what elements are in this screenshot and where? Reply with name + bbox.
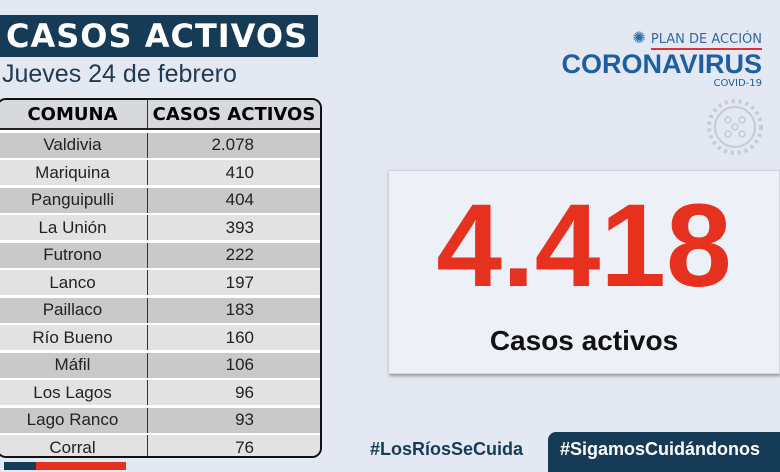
hashtag-losrios: #LosRíosSeCuida	[370, 439, 524, 459]
casos-cell: 393	[225, 217, 254, 237]
casos-cell: 96	[235, 382, 254, 402]
table-row: Corral 76	[0, 435, 320, 457]
table-row: Paillaco 183	[0, 297, 320, 323]
table-row: Valdivia 2.078	[0, 132, 320, 158]
coronavirus-logo: ✺ PLAN DE ACCIÓN CORONAVIRUS COVID-19	[561, 28, 762, 89]
table-row: Futrono 222	[0, 242, 320, 268]
header-casos: CASOS ACTIVOS	[152, 103, 316, 125]
logo-name: CORONAVIRUS	[561, 49, 762, 79]
date-subtitle: Jueves 24 de febrero	[2, 60, 237, 88]
comuna-cell: Corral	[0, 435, 148, 456]
flag-bar	[4, 462, 126, 470]
casos-cell: 93	[235, 410, 254, 429]
comuna-cell: Valdivia	[0, 132, 148, 158]
table-row: Lago Ranco 93	[0, 407, 320, 433]
total-cases-label: Casos activos	[489, 325, 679, 356]
casos-cell: 183	[225, 300, 254, 319]
page-title: CASOS ACTIVOS	[0, 15, 318, 57]
hashtag-sigamos: #SigamosCuidándonos	[548, 432, 780, 472]
casos-cell: 160	[225, 327, 254, 347]
casos-cell: 222	[225, 245, 254, 264]
cases-table: COMUNA CASOS ACTIVOS Valdivia 2.078 Mariqu…	[0, 98, 322, 458]
casos-cell: 2.078	[211, 135, 254, 154]
comuna-cell: Mariquina	[0, 160, 148, 185]
comuna-cell: Los Lagos	[0, 380, 148, 405]
logo-plan: PLAN DE ACCIÓN	[650, 32, 762, 50]
table-row: La Unión 393	[0, 215, 320, 240]
table-row: Panguipulli 404	[0, 187, 320, 213]
comuna-cell: Río Bueno	[0, 325, 148, 350]
virus-icon	[707, 99, 763, 155]
casos-cell: 410	[225, 162, 254, 182]
comuna-cell: Panguipulli	[0, 187, 148, 213]
table-row: Los Lagos 96	[0, 380, 320, 405]
comuna-cell: Lago Ranco	[0, 407, 148, 433]
table-row: Río Bueno 160	[0, 325, 320, 350]
comuna-cell: Paillaco	[0, 297, 148, 323]
virus-logo-icon: ✺	[632, 28, 646, 47]
header-comuna: COMUNA	[0, 100, 148, 128]
total-cases-card: 4.418 Casos activos	[388, 170, 780, 374]
table-header: COMUNA CASOS ACTIVOS	[0, 100, 320, 130]
comuna-cell: La Unión	[0, 215, 148, 240]
comuna-cell: Máfil	[0, 352, 148, 378]
casos-cell: 404	[225, 190, 254, 209]
logo-sub: COVID-19	[713, 78, 762, 89]
casos-cell: 76	[235, 437, 254, 457]
table-row: Mariquina 410	[0, 160, 320, 185]
casos-cell: 197	[225, 272, 254, 292]
comuna-cell: Lanco	[0, 270, 148, 295]
total-cases-value: 4.418	[436, 180, 732, 312]
casos-cell: 106	[225, 355, 254, 374]
table-row: Lanco 197	[0, 270, 320, 295]
comuna-cell: Futrono	[0, 242, 148, 268]
table-row: Máfil 106	[0, 352, 320, 378]
